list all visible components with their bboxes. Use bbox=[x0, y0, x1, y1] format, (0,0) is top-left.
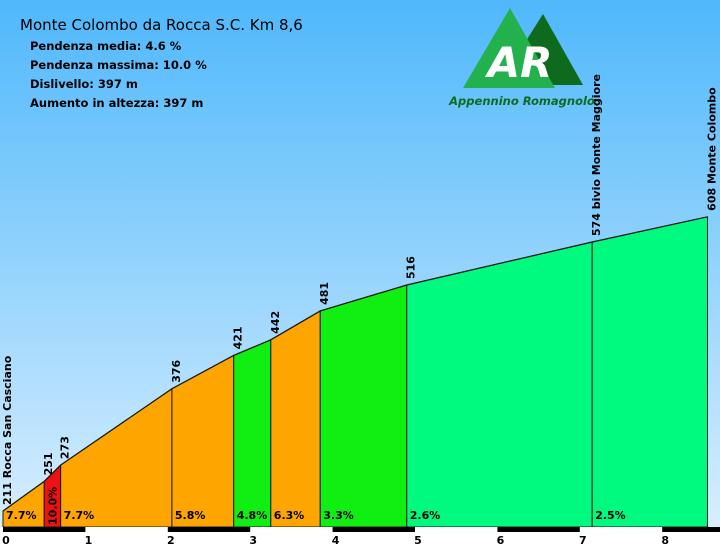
x-tick-label: 4 bbox=[332, 534, 340, 547]
grade-label: 2.6% bbox=[410, 509, 441, 522]
x-tick-label: 6 bbox=[497, 534, 505, 547]
logo-front-mountain bbox=[463, 8, 555, 88]
axis-km-band bbox=[497, 527, 580, 532]
point-label: 574 bivio Monte Maggiore bbox=[590, 74, 603, 236]
x-tick-label: 7 bbox=[579, 534, 587, 547]
axis-km-band bbox=[662, 527, 720, 532]
profile-segment-8 bbox=[406, 241, 593, 528]
profile-segment-6 bbox=[270, 310, 321, 528]
x-tick-label: 1 bbox=[85, 534, 93, 547]
profile-line bbox=[2, 216, 708, 512]
stat-max-grade: Pendenza massima: 10.0 % bbox=[30, 58, 207, 72]
grade-label: 4.8% bbox=[237, 509, 268, 522]
point-label: 421 bbox=[232, 326, 245, 349]
point-labels: 211 Rocca San Casciano 251 273 376 421 442 481… bbox=[1, 74, 719, 505]
point-label: 516 bbox=[405, 256, 418, 279]
axis-km-band bbox=[167, 527, 251, 532]
x-tick-label: 3 bbox=[249, 534, 257, 547]
point-label: 211 Rocca San Casciano bbox=[1, 355, 14, 505]
logo-caption: Appennino Romagnolo bbox=[448, 94, 595, 108]
point-label: 251 bbox=[42, 452, 55, 475]
axis-km-band bbox=[332, 527, 415, 532]
point-label: 481 bbox=[318, 282, 331, 305]
grade-labels: 7.7% 10.0% 7.7% 5.8% 4.8% 6.3% 3.3% 2.6% 2.5% bbox=[6, 487, 626, 525]
profile-segment-9 bbox=[591, 216, 709, 528]
profile-segment-5 bbox=[233, 339, 272, 528]
grade-label: 7.7% bbox=[6, 509, 37, 522]
stat-average-grade: Pendenza media: 4.6 % bbox=[30, 39, 182, 53]
axis-bar: 0 1 2 3 4 5 6 7 8 bbox=[0, 527, 720, 547]
x-tick-label: 5 bbox=[414, 534, 422, 547]
x-tick-label: 0 bbox=[2, 534, 10, 547]
point-label: 608 Monte Colombo bbox=[706, 87, 719, 211]
stat-altitude-gain: Aumento in altezza: 397 m bbox=[30, 96, 203, 110]
grade-label: 3.3% bbox=[323, 509, 354, 522]
point-label: 273 bbox=[59, 436, 72, 459]
stat-elevation-difference: Dislivello: 397 m bbox=[30, 77, 138, 91]
profile-segment-7 bbox=[319, 284, 408, 528]
chart-header: Monte Colombo da Rocca S.C. Km 8,6 Pende… bbox=[20, 16, 303, 110]
x-tick-label: 8 bbox=[661, 534, 669, 547]
x-tick-label: 2 bbox=[167, 534, 175, 547]
point-label: 376 bbox=[170, 359, 183, 382]
grade-label: 5.8% bbox=[175, 509, 206, 522]
appennino-romagnolo-logo: AR Appennino Romagnolo bbox=[448, 8, 595, 108]
grade-label: 10.0% bbox=[46, 487, 59, 525]
grade-label: 6.3% bbox=[274, 509, 305, 522]
point-label: 442 bbox=[269, 311, 282, 334]
grade-label: 2.5% bbox=[595, 509, 626, 522]
grade-label: 7.7% bbox=[64, 509, 95, 522]
chart-title: Monte Colombo da Rocca S.C. Km 8,6 bbox=[20, 16, 303, 34]
axis-km-band bbox=[3, 527, 86, 532]
logo-letters: AR bbox=[485, 38, 553, 87]
